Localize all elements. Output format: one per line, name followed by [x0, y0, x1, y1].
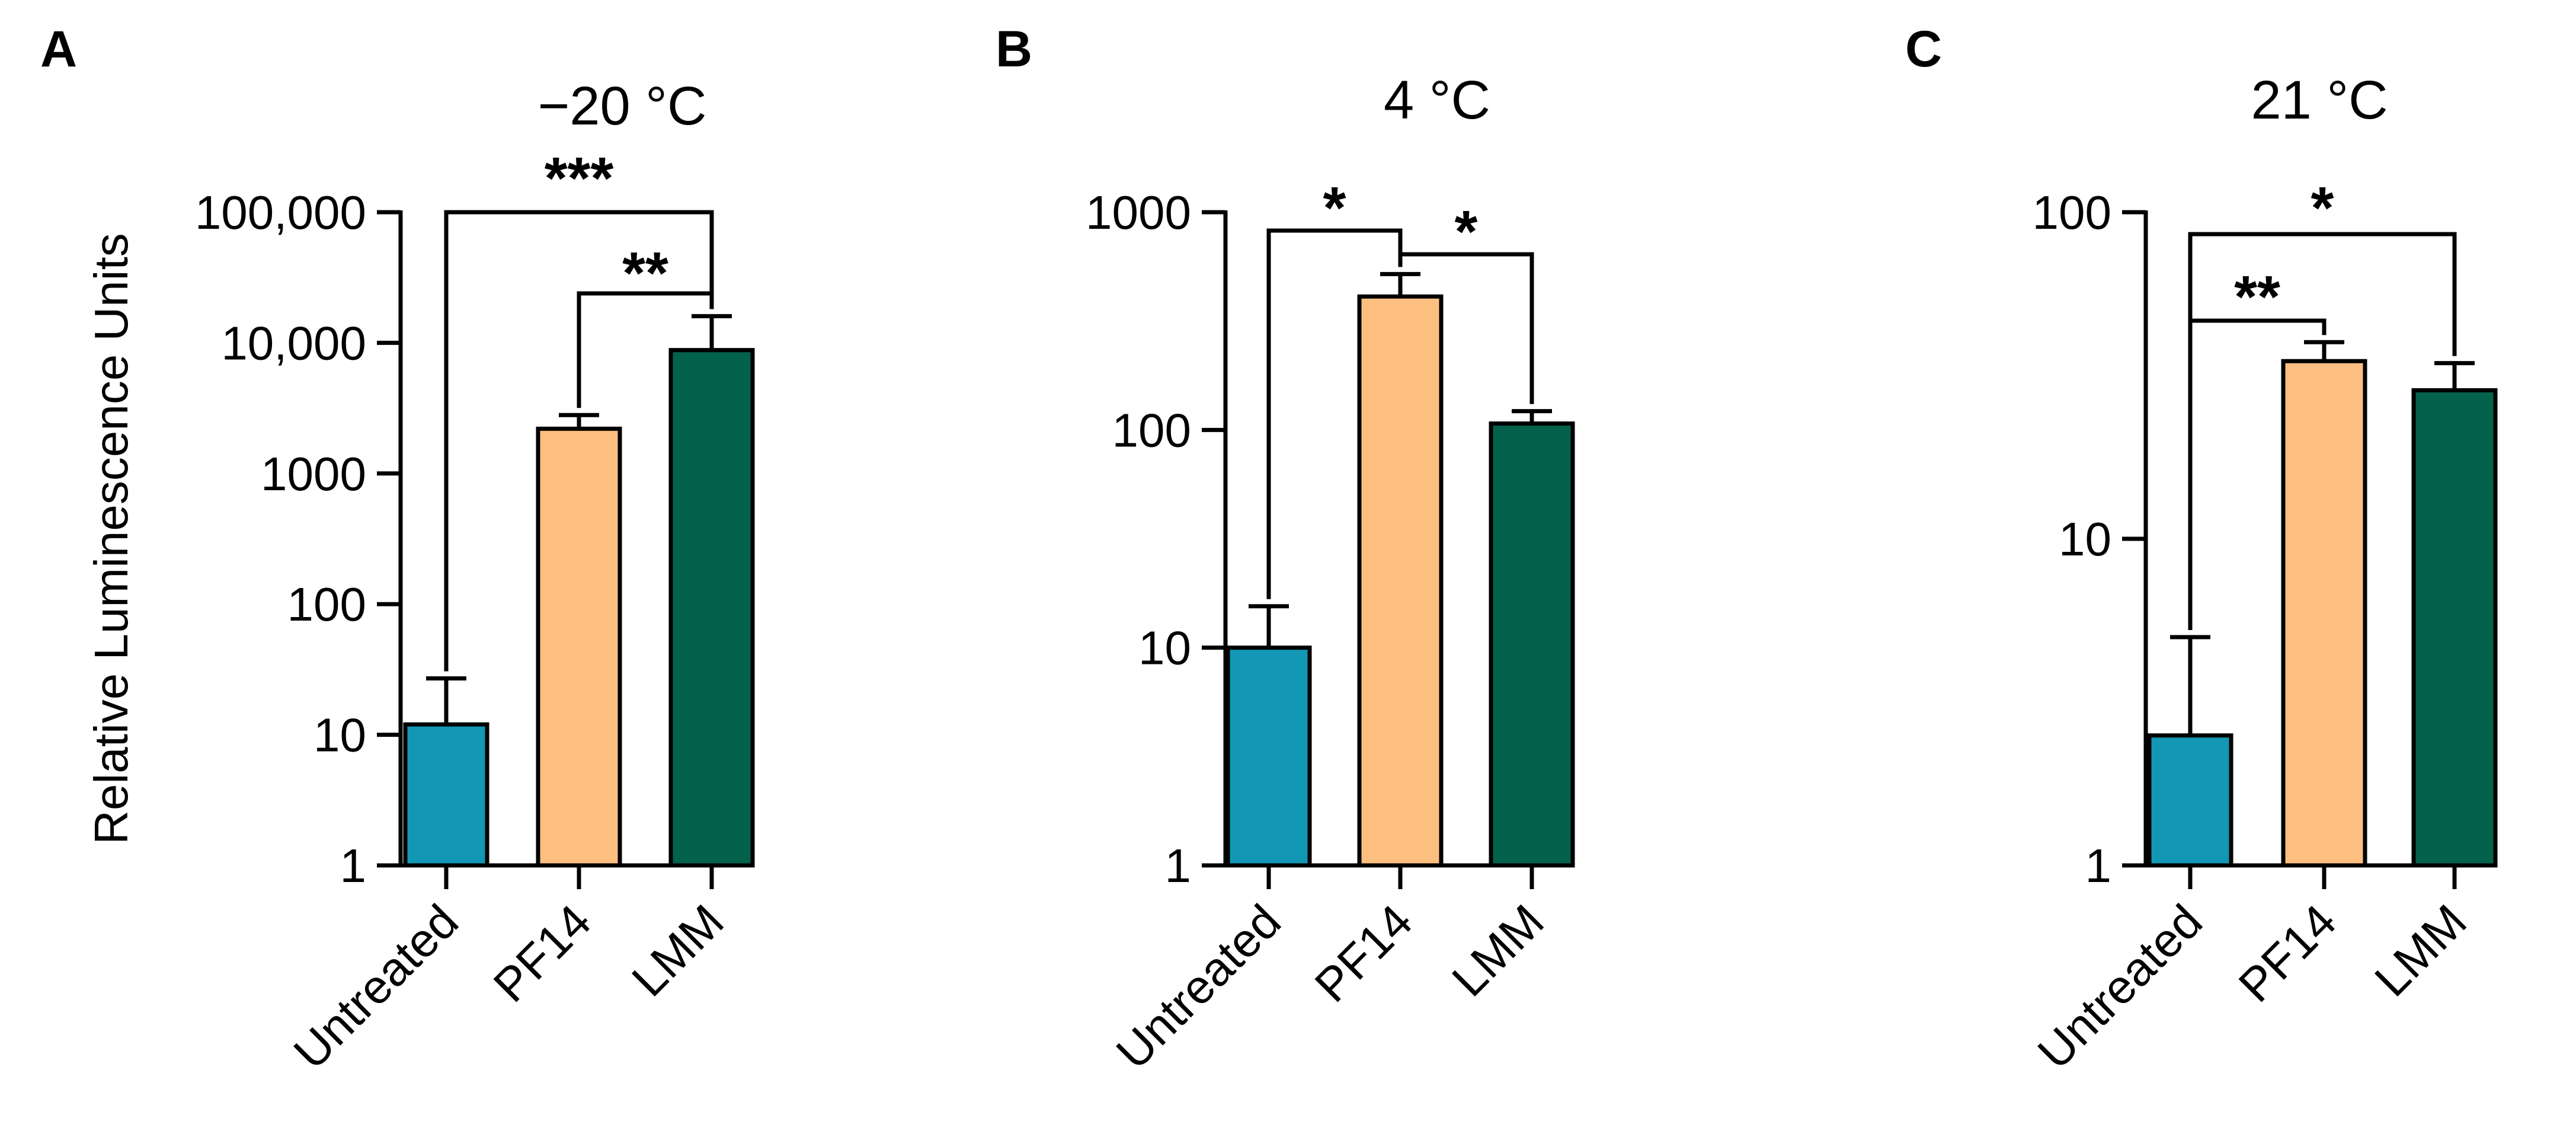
bar-untreated	[1225, 646, 1312, 868]
bar-untreated	[2147, 733, 2233, 868]
y-tick-label: 1	[1165, 839, 1192, 892]
x-tick-label-untreated: Untreated	[1106, 894, 1291, 1079]
x-tick-label-pf14: PF14	[484, 894, 601, 1012]
significance-bracket	[1398, 252, 1534, 404]
x-tick-label-lmm: LMM	[622, 894, 734, 1006]
significance-label: **	[622, 240, 668, 306]
panel-letter: C	[1905, 21, 1942, 78]
x-tick-label-untreated: Untreated	[284, 894, 468, 1079]
bar-pf14	[536, 426, 622, 868]
significance-label: **	[2234, 264, 2280, 330]
y-tick-label: 10	[313, 709, 366, 762]
bar-lmm	[2411, 388, 2498, 868]
panel-letter: A	[40, 21, 77, 78]
y-tick-label: 100	[1112, 404, 1191, 456]
chart-title: 21 °C	[2251, 70, 2388, 130]
panel-letter: B	[996, 21, 1032, 78]
y-tick-label: 1	[2085, 839, 2112, 892]
significance-bracket	[444, 210, 714, 672]
x-tick-label-untreated: Untreated	[2028, 894, 2212, 1079]
x-tick-label-pf14: PF14	[2229, 894, 2346, 1012]
x-tick-label-lmm: LMM	[1442, 894, 1554, 1006]
significance-bracket	[1266, 228, 1403, 599]
bar-pf14	[2281, 359, 2367, 868]
y-tick-label: 100	[287, 578, 366, 631]
bar-pf14	[1357, 294, 1444, 868]
bar-lmm	[668, 348, 755, 868]
significance-bracket	[2188, 318, 2327, 630]
significance-label: *	[1323, 175, 1346, 241]
bar-untreated	[403, 722, 489, 868]
panel-a: A −20 °C Relative Luminescence Units 1 10 100…	[40, 21, 755, 1079]
y-tick-label: 100	[2033, 186, 2111, 239]
y-tick-label: 10,000	[221, 317, 366, 369]
chart-title: 4 °C	[1384, 70, 1490, 130]
y-tick-label: 100,000	[195, 186, 366, 239]
y-tick-label: 10	[1138, 622, 1191, 675]
significance-label: *	[1455, 199, 1478, 265]
panel-b: B 4 °C 1 10 100 1000 Untreated PF14 LMM * *	[996, 21, 1575, 1079]
significance-label: *	[2311, 175, 2334, 241]
chart-title: −20 °C	[538, 76, 707, 136]
significance-label: ***	[545, 145, 614, 212]
x-tick-label-lmm: LMM	[2364, 894, 2476, 1006]
y-tick-label: 1000	[1086, 186, 1191, 239]
y-tick-label: 1	[340, 839, 367, 892]
bar-lmm	[1489, 421, 1575, 868]
y-tick-label: 1000	[261, 448, 366, 500]
x-tick-label-pf14: PF14	[1305, 894, 1422, 1012]
significance-bracket	[577, 291, 714, 408]
y-axis-label: Relative Luminescence Units	[85, 233, 137, 845]
y-tick-label: 10	[2059, 513, 2111, 565]
